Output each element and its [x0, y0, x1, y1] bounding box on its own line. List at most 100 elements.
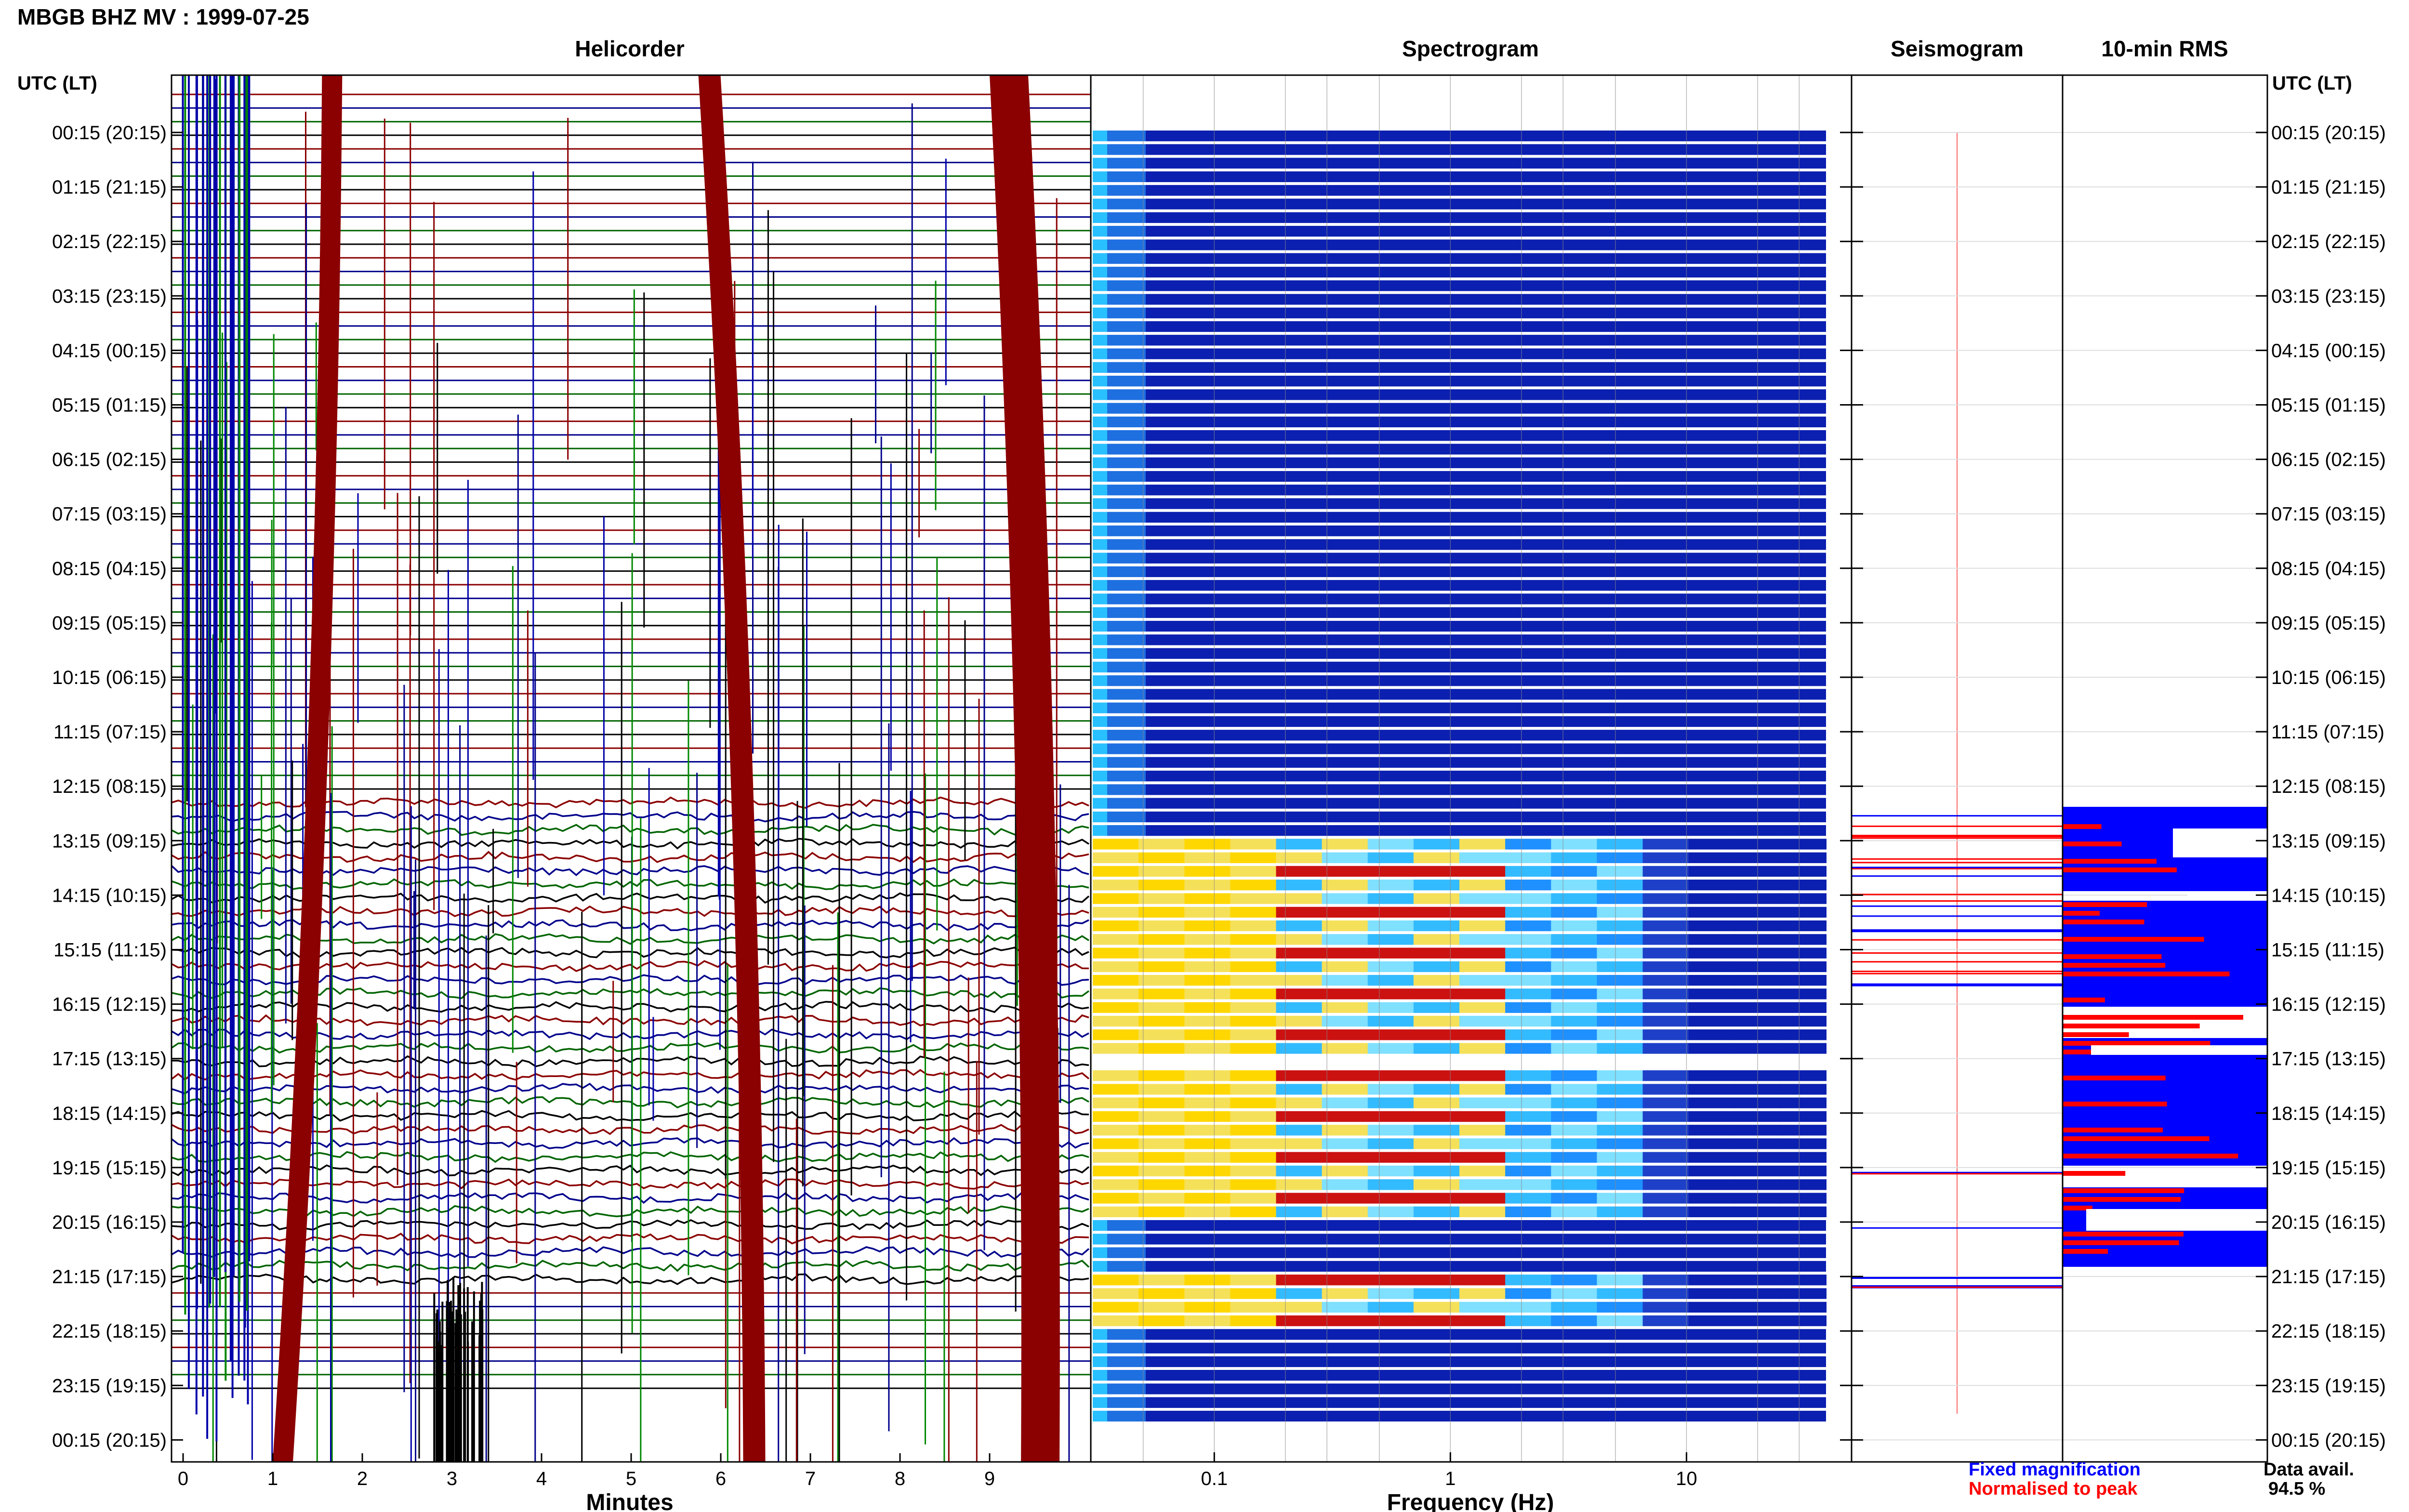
spectrogram-cell [1780, 1029, 1827, 1040]
spectrogram-cell [1642, 1015, 1689, 1027]
spectrogram-cell [1093, 1138, 1139, 1149]
spectrogram-cell [1597, 947, 1643, 959]
spectrogram-cell [1551, 852, 1598, 863]
spectrogram-cell [1093, 852, 1139, 863]
y-tick-label-right: 13:15 (09:15) [2271, 830, 2386, 852]
spectrogram-cell [1597, 1002, 1643, 1013]
spectrogram-cell [1597, 1315, 1643, 1327]
spectrogram-cell [1688, 1125, 1735, 1136]
spectrogram-cell [1642, 1165, 1689, 1177]
spectrogram-cell [1642, 1206, 1689, 1217]
spectrogram-cell [1093, 526, 1107, 537]
spectrogram-cell [1505, 961, 1552, 973]
spectrogram-cell [1138, 839, 1185, 850]
y-tick-label-left: 11:15 (07:15) [53, 722, 167, 743]
spectrogram-cell [1367, 893, 1414, 904]
spectrogram-cell [1551, 988, 1598, 999]
spectrogram-cell [1107, 239, 1146, 250]
spectrogram-cell [1276, 1043, 1323, 1054]
spectrogram-cell [1146, 512, 1826, 523]
spectrogram-cell [1597, 988, 1643, 999]
spectrogram-cell [1107, 1342, 1146, 1354]
x-tick-label: 0.1 [1201, 1468, 1228, 1489]
spectrogram-cell [1276, 1097, 1323, 1108]
spectrogram-cell [1146, 811, 1826, 823]
spectrogram-cell [1597, 1193, 1643, 1204]
spectrogram-cell [1093, 444, 1107, 455]
spectrogram-cell [1138, 1125, 1185, 1136]
y-tick-label-right: 04:15 (00:15) [2271, 340, 2386, 361]
spectrogram-cell [1413, 839, 1460, 850]
spectrogram-cell [1642, 1193, 1689, 1204]
y-tick-label-left: 12:15 (08:15) [52, 776, 167, 797]
spectrogram-cell [1367, 1193, 1414, 1204]
spectrogram-cell [1093, 620, 1107, 632]
spectrogram-cell [1107, 716, 1146, 727]
spectrogram-cell [1276, 975, 1323, 986]
spectrogram-cell [1413, 1288, 1460, 1299]
spectrogram-cell [1107, 185, 1146, 196]
x-tick-label: 7 [805, 1468, 816, 1489]
legend-fixed: Fixed magnification [1969, 1459, 2141, 1480]
spectrogram-cell [1459, 1002, 1506, 1013]
spectrogram-cell [1780, 1288, 1827, 1299]
spectrogram-cell [1688, 1302, 1735, 1313]
helicorder-trace [171, 919, 1089, 932]
spectrogram-cell [1230, 1275, 1277, 1286]
spectrogram-cell [1107, 362, 1146, 373]
spectrogram-cell [1093, 1084, 1139, 1095]
spectrogram-cell [1367, 975, 1414, 986]
spectrogram-cell [1413, 880, 1460, 891]
rms-bar [2063, 1171, 2126, 1176]
spectrogram-cell [1551, 1288, 1598, 1299]
spectrogram-cell [1551, 1111, 1598, 1122]
spectrogram-cell [1276, 1138, 1323, 1149]
spectrogram-cell [1459, 1125, 1506, 1136]
y-tick-label-left: 15:15 (11:15) [53, 940, 167, 961]
spectrogram-cell [1367, 1288, 1414, 1299]
spectrogram-cell [1780, 1002, 1827, 1013]
spectrogram-cell [1597, 1302, 1643, 1313]
spectrogram-cell [1184, 947, 1231, 959]
spectrogram-cell [1505, 934, 1552, 945]
rms-bar [2063, 1076, 2166, 1080]
spectrogram-cell [1688, 1029, 1735, 1040]
spectrogram-panel [1093, 75, 1827, 1462]
spectrogram-cell [1642, 1179, 1689, 1190]
spectrogram-cell [1367, 988, 1414, 999]
spectrogram-cell [1107, 743, 1146, 754]
y-tick-label-right: 20:15 (16:15) [2271, 1212, 2386, 1233]
spectrogram-cell [1459, 1288, 1506, 1299]
spectrogram-cell [1230, 975, 1277, 986]
spectrogram-cell [1146, 471, 1826, 482]
spectrogram-cell [1688, 988, 1735, 999]
helicorder-trace [171, 851, 1089, 863]
rms-bar [2063, 868, 2177, 872]
y-tick-label-left: 01:15 (21:15) [52, 177, 167, 198]
spectrogram-cell [1093, 1043, 1139, 1054]
spectrogram-cell [1367, 1015, 1414, 1027]
spectrogram-cell [1146, 403, 1826, 414]
spectrogram-cell [1780, 975, 1827, 986]
spectrogram-cell [1459, 880, 1506, 891]
spectrogram-cell [1276, 1206, 1323, 1217]
spectrogram-cell [1551, 1043, 1598, 1054]
spectrogram-cell [1322, 1002, 1368, 1013]
spectrogram-cell [1138, 907, 1185, 918]
spectrogram-cell [1107, 730, 1146, 741]
spectrogram-cell [1230, 1002, 1277, 1013]
rms-bar [2063, 1154, 2238, 1158]
spectrogram-cell [1093, 1329, 1107, 1340]
spectrogram-cell [1597, 1275, 1643, 1286]
spectrogram-cell [1505, 1315, 1552, 1327]
spectrogram-cell [1230, 1288, 1277, 1299]
helicorder-trace [171, 1246, 1090, 1258]
helicorder-trace [171, 892, 1090, 904]
spectrogram-cell [1780, 920, 1827, 932]
spectrogram-cell [1505, 1002, 1552, 1013]
spectrogram-cell [1367, 907, 1414, 918]
spectrogram-cell [1322, 1070, 1368, 1081]
spectrogram-cell [1551, 907, 1598, 918]
helicorder-trace [171, 1164, 1090, 1177]
spectrogram-cell [1276, 988, 1323, 999]
